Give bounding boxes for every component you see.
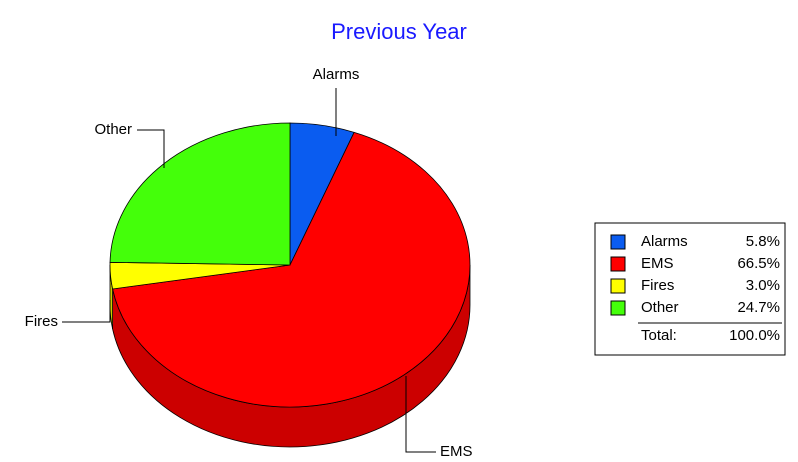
legend-value: 3.0% (746, 277, 780, 294)
legend-label: Other (641, 299, 679, 316)
pie-slice (112, 131, 471, 408)
legend-value: 5.8% (746, 233, 780, 250)
legend-swatch (610, 256, 626, 272)
chart-title: Previous Year (331, 19, 467, 44)
legend-value: 66.5% (737, 255, 780, 272)
slice-label: Other (94, 121, 132, 138)
leader-line (62, 300, 111, 323)
slice-label: Alarms (313, 66, 360, 83)
pie-slice (109, 122, 291, 266)
slice-label: Fires (25, 313, 58, 330)
pie-side-shade (112, 265, 470, 447)
pie-side-shade (110, 265, 113, 329)
legend-total-value: 100.0% (729, 327, 780, 344)
leader-line (405, 376, 436, 453)
slice-label: EMS (440, 443, 473, 460)
legend-label: EMS (641, 255, 674, 272)
legend-label: Fires (641, 277, 674, 294)
legend-swatch (610, 234, 626, 250)
legend-total-label: Total: (641, 327, 677, 344)
legend-label: Alarms (641, 233, 688, 250)
leader-line (137, 129, 165, 168)
legend-value: 24.7% (737, 299, 780, 316)
legend-box (594, 222, 786, 356)
legend-swatch (610, 278, 626, 294)
legend-swatch (610, 300, 626, 316)
